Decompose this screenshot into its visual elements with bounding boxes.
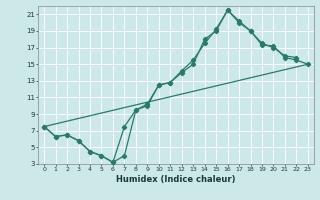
X-axis label: Humidex (Indice chaleur): Humidex (Indice chaleur) xyxy=(116,175,236,184)
